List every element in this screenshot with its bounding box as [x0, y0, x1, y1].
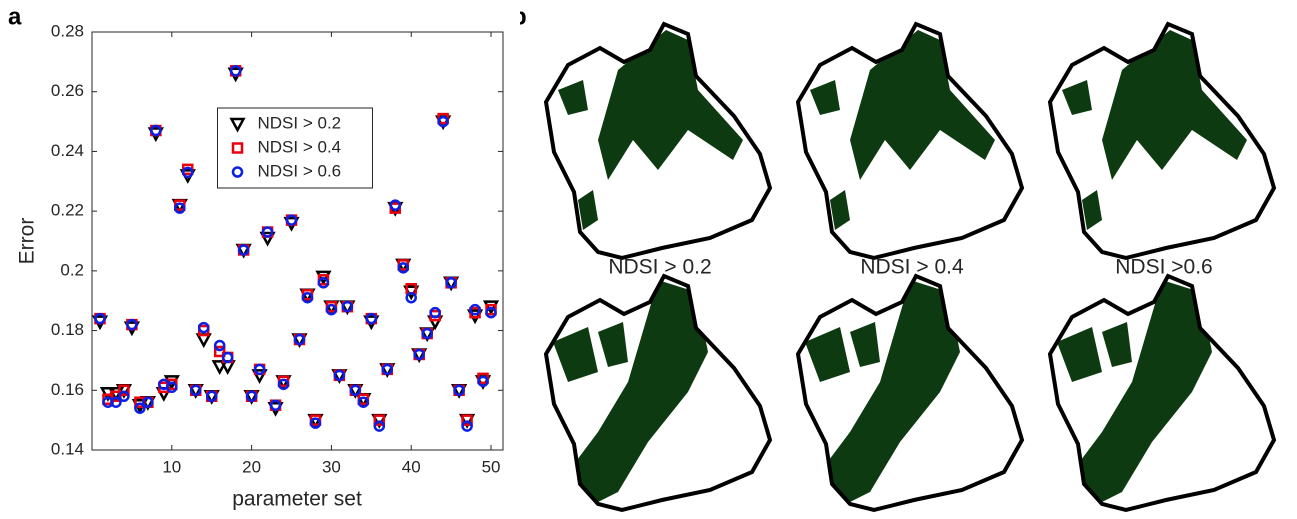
- map: [1050, 24, 1274, 258]
- marker: [293, 333, 306, 346]
- marker: [405, 291, 417, 304]
- marker: [150, 124, 162, 137]
- marker: [94, 312, 106, 325]
- x-tick-label: 40: [402, 457, 421, 476]
- y-tick-label: 0.28: [51, 21, 84, 40]
- x-tick-label: 20: [242, 457, 261, 476]
- marker: [341, 300, 354, 313]
- marker: [485, 306, 497, 319]
- marker: [461, 420, 473, 432]
- y-tick-label: 0.24: [51, 141, 84, 160]
- y-tick-label: 0.16: [51, 380, 84, 399]
- marker: [245, 390, 258, 403]
- scatter-chart: a parameter set Error 0.14 0.16 0.18 0.2 0.2…: [8, 3, 504, 511]
- marker: [333, 369, 346, 382]
- marker: [251, 369, 268, 384]
- marker: [118, 384, 130, 397]
- map: [1050, 276, 1274, 512]
- marker: [317, 277, 330, 289]
- map: [546, 24, 770, 258]
- marker: [118, 390, 130, 403]
- plot-area: [91, 31, 504, 451]
- legend-marker: [231, 166, 244, 178]
- legend-label: NDSI > 0.2: [258, 113, 342, 132]
- panel-label: a: [8, 3, 22, 30]
- y-tick-label: 0.22: [51, 201, 84, 220]
- x-tick-label: 10: [162, 457, 181, 476]
- map: [798, 24, 1022, 258]
- y-tick-label: 0.26: [51, 81, 84, 100]
- marker: [213, 345, 226, 358]
- map: [546, 276, 770, 512]
- marker: [197, 321, 210, 334]
- marker: [211, 360, 228, 376]
- map-label: NDSI > 0.2: [608, 256, 711, 279]
- marker: [373, 414, 386, 426]
- marker: [325, 303, 338, 316]
- marker: [237, 244, 250, 256]
- marker: [437, 115, 449, 128]
- marker: [142, 396, 154, 408]
- marker: [277, 378, 290, 391]
- map: [798, 276, 1022, 512]
- marker: [461, 414, 473, 426]
- marker: [397, 262, 409, 274]
- marker: [301, 291, 314, 304]
- marker: [357, 396, 370, 408]
- marker: [205, 390, 218, 403]
- marker: [126, 318, 138, 331]
- legend-label: NDSI > 0.4: [258, 137, 342, 156]
- map-panel: b NDSI > 0.2 NDSI > 0.4 NDSI >0.6: [520, 3, 1290, 519]
- legend-marker: [229, 117, 246, 133]
- x-tick-label: 30: [322, 457, 341, 476]
- panel-label: b: [520, 3, 527, 30]
- map-label: NDSI >0.6: [1115, 256, 1212, 279]
- marker: [477, 375, 489, 388]
- y-tick-label: 0.2: [60, 260, 84, 279]
- marker: [445, 277, 457, 289]
- marker: [253, 363, 266, 376]
- marker: [365, 312, 378, 325]
- y-axis-label: Error: [16, 218, 39, 265]
- marker: [469, 303, 481, 316]
- marker: [261, 226, 274, 238]
- marker: [453, 384, 465, 397]
- y-tick-label: 0.14: [51, 439, 84, 458]
- marker: [482, 300, 500, 316]
- marker: [381, 363, 394, 376]
- marker: [174, 202, 186, 214]
- y-tick-label: 0.18: [51, 320, 84, 339]
- marker: [134, 402, 146, 414]
- marker: [229, 65, 242, 77]
- marker: [285, 214, 298, 226]
- marker: [166, 381, 178, 394]
- marker: [421, 327, 433, 340]
- marker: [413, 348, 425, 361]
- marker: [429, 306, 441, 319]
- marker: [213, 339, 226, 352]
- map-label: NDSI > 0.4: [860, 256, 964, 279]
- legend-marker: [231, 142, 244, 154]
- marker: [389, 199, 402, 211]
- marker: [182, 166, 194, 179]
- legend-label: NDSI > 0.6: [258, 161, 342, 180]
- marker: [189, 384, 202, 397]
- marker: [349, 384, 362, 397]
- marker: [221, 351, 234, 364]
- marker: [269, 399, 282, 411]
- marker: [315, 270, 332, 286]
- marker: [110, 396, 122, 408]
- x-axis-label: parameter set: [232, 488, 362, 511]
- marker: [309, 417, 322, 429]
- x-tick-label: 50: [482, 457, 501, 476]
- marker: [259, 231, 276, 247]
- marker: [373, 420, 386, 432]
